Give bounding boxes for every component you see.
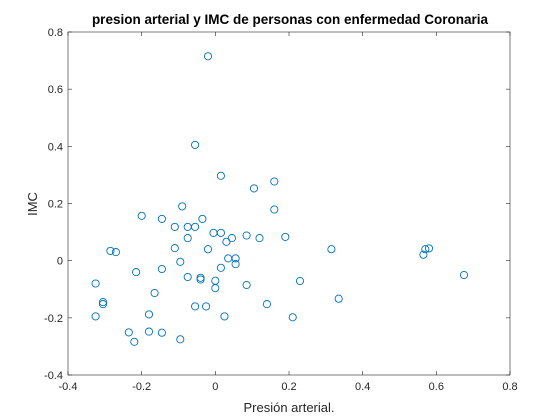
- x-tick-label: 0.2: [281, 381, 296, 393]
- data-point: [419, 250, 428, 259]
- data-point: [220, 312, 229, 321]
- y-tick-label: 0.6: [48, 84, 63, 96]
- data-point: [270, 177, 279, 186]
- data-point: [183, 234, 192, 243]
- data-point: [191, 140, 200, 149]
- plot-area: [67, 31, 511, 376]
- data-point: [281, 232, 290, 241]
- x-tick-label: -0.2: [132, 381, 151, 393]
- data-point: [144, 327, 154, 336]
- y-tick-label: -0.4: [44, 370, 63, 382]
- data-point: [144, 310, 154, 319]
- data-point: [327, 245, 336, 254]
- y-tick-label: 0.8: [48, 27, 63, 39]
- data-point: [176, 335, 185, 344]
- data-point: [91, 312, 100, 321]
- data-point: [191, 302, 200, 311]
- y-axis-label: IMC: [25, 192, 40, 216]
- data-point: [249, 184, 259, 193]
- data-point: [203, 52, 213, 61]
- data-point: [178, 202, 187, 211]
- data-point: [130, 337, 139, 346]
- data-point: [227, 234, 236, 243]
- x-tick-label: 0.8: [502, 381, 517, 393]
- data-point: [334, 294, 343, 303]
- data-point: [170, 244, 179, 253]
- data-point: [270, 205, 279, 214]
- data-point: [196, 275, 205, 284]
- data-point: [157, 264, 166, 274]
- data-point: [111, 248, 120, 257]
- y-tick-label: 0.2: [48, 199, 63, 211]
- data-point: [106, 246, 115, 255]
- data-point: [98, 298, 108, 307]
- data-point: [211, 284, 220, 293]
- data-point: [421, 245, 430, 254]
- data-point: [91, 279, 100, 288]
- x-axis-label: Presión arterial.: [243, 400, 334, 415]
- x-tick-label: 0.4: [355, 381, 370, 393]
- data-point: [132, 268, 141, 277]
- data-point: [262, 300, 271, 309]
- data-point: [203, 245, 213, 254]
- data-point: [157, 328, 166, 337]
- data-point: [255, 234, 264, 243]
- data-point: [176, 257, 185, 266]
- data-point: [231, 254, 240, 263]
- scatter-points: [91, 52, 469, 346]
- y-tick-label: 0: [57, 256, 63, 268]
- data-point: [183, 272, 192, 282]
- data-point: [124, 328, 133, 337]
- data-point: [222, 237, 231, 246]
- data-point: [150, 288, 159, 298]
- x-tick-label: 0.6: [429, 381, 444, 393]
- data-point: [295, 276, 305, 286]
- axis-ticks: -0.4 -0.2 0 0.2 0.4 0.6 0.8 -0.4 -0.2 0 0.2 0.4 0.6 0…: [44, 27, 518, 393]
- data-point: [424, 244, 434, 253]
- chart-title: presion arterial y IMC de personas con e…: [92, 12, 489, 27]
- data-point: [242, 231, 251, 240]
- data-point: [170, 222, 179, 231]
- data-point: [137, 211, 146, 220]
- data-point: [191, 222, 200, 231]
- y-tick-label: 0.4: [48, 141, 63, 153]
- data-point: [98, 300, 108, 309]
- y-tick-label: -0.2: [44, 313, 63, 325]
- data-point: [202, 302, 211, 311]
- data-point: [216, 263, 225, 272]
- x-tick-label: 0: [212, 381, 218, 393]
- data-point: [216, 171, 225, 180]
- data-point: [459, 270, 469, 280]
- data-point: [157, 214, 166, 223]
- data-point: [242, 280, 251, 290]
- data-point: [288, 313, 297, 322]
- data-point: [216, 228, 225, 237]
- data-point: [198, 214, 207, 223]
- data-point: [231, 260, 240, 269]
- x-tick-label: -0.4: [59, 381, 78, 393]
